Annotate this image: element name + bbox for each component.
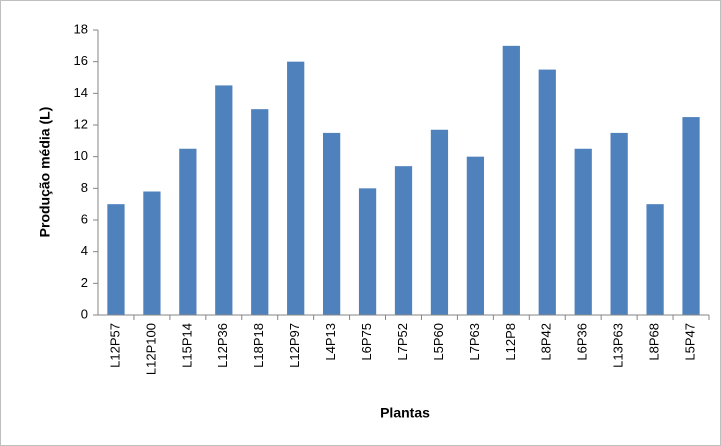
x-tick-label: L4P13 <box>323 323 338 361</box>
y-tick-label: 12 <box>74 116 88 131</box>
bar <box>502 45 520 315</box>
bar <box>394 166 413 315</box>
y-tick-label: 18 <box>74 21 88 36</box>
y-axis-label: Produção média (L) <box>37 107 53 238</box>
bar <box>538 69 556 315</box>
x-tick-label: L7P52 <box>395 323 410 361</box>
x-tick-label: L6P36 <box>575 323 590 361</box>
y-tick-label: 4 <box>81 243 88 258</box>
y-tick-label: 2 <box>81 275 88 290</box>
x-tick-label: L12P97 <box>287 323 302 368</box>
bar <box>179 148 197 315</box>
bar <box>466 156 485 315</box>
y-tick-label: 8 <box>81 180 88 195</box>
x-tick-label: L12P100 <box>143 323 158 375</box>
bar <box>682 117 700 315</box>
x-tick-label: L15P14 <box>179 323 194 368</box>
x-tick-label: L8P42 <box>539 323 554 361</box>
bar <box>574 148 592 315</box>
y-tick-label: 14 <box>74 85 88 100</box>
bar <box>287 61 305 315</box>
bar <box>358 188 377 315</box>
x-tick-label: L13P63 <box>611 323 626 368</box>
x-tick-label: L7P63 <box>467 323 482 361</box>
x-tick-label: L8P68 <box>647 323 662 361</box>
bar <box>215 85 233 316</box>
bar <box>143 191 161 315</box>
x-tick-label: L12P57 <box>107 323 122 368</box>
bar <box>646 204 664 315</box>
y-tick-label: 10 <box>74 148 88 163</box>
bar <box>251 109 269 316</box>
x-tick-label: L5P47 <box>682 323 697 361</box>
bar <box>107 204 125 315</box>
bar <box>322 132 341 315</box>
x-tick-label: L12P36 <box>215 323 230 368</box>
y-tick-label: 6 <box>81 211 88 226</box>
x-tick-label: L5P60 <box>431 323 446 361</box>
x-tick-label: L18P18 <box>251 323 266 368</box>
x-tick-label: L12P8 <box>503 323 518 361</box>
x-tick-label: L6P75 <box>359 323 374 361</box>
y-tick-label: 16 <box>74 53 88 68</box>
bar <box>430 129 449 315</box>
bar <box>610 132 628 315</box>
y-tick-label: 0 <box>81 306 88 321</box>
x-axis-label: Plantas <box>380 405 430 421</box>
